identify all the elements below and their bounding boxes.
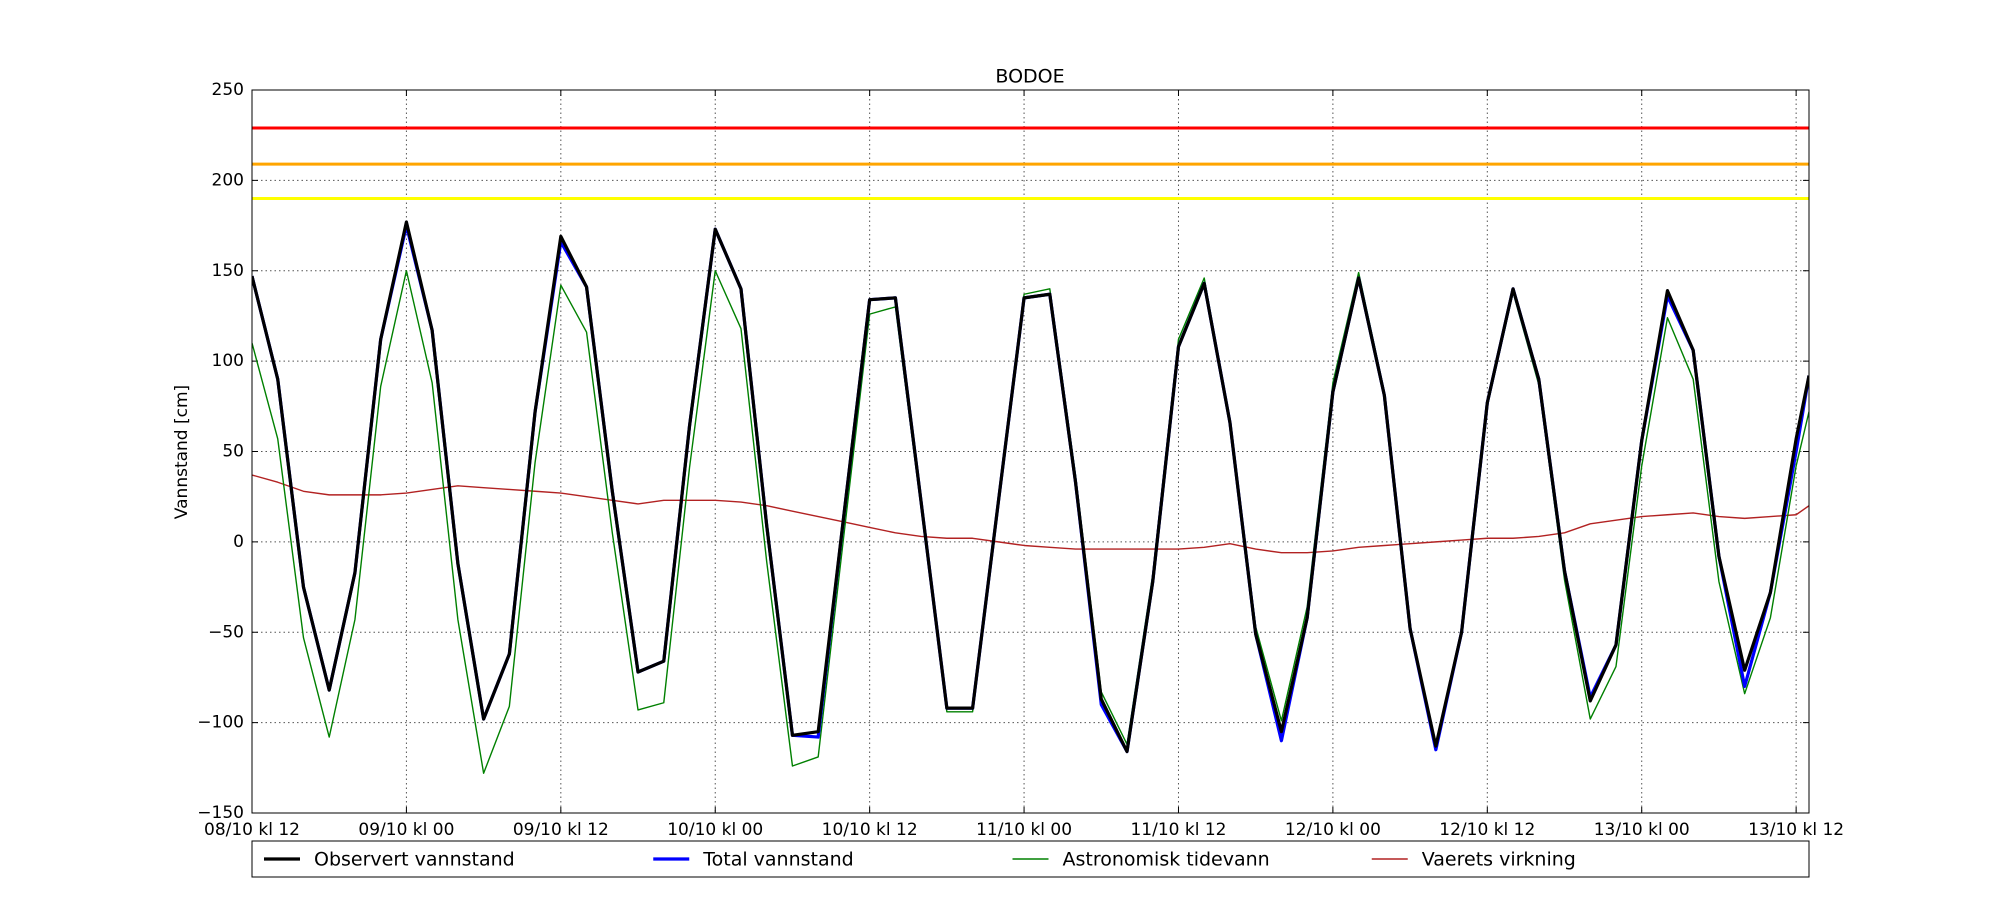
y-tick-label: −150 xyxy=(197,803,244,823)
y-tick-label: 50 xyxy=(222,442,244,462)
legend-label: Observert vannstand xyxy=(314,849,515,871)
x-tick-label: 11/10 kl 12 xyxy=(1130,820,1226,840)
x-tick-label: 12/10 kl 12 xyxy=(1439,820,1535,840)
y-tick-label: 100 xyxy=(212,351,244,371)
x-tick-label: 08/10 kl 12 xyxy=(204,820,300,840)
y-tick-label: −50 xyxy=(208,622,244,642)
x-tick-label: 12/10 kl 00 xyxy=(1285,820,1381,840)
y-tick-label: 200 xyxy=(212,170,244,190)
x-tick-label: 10/10 kl 00 xyxy=(667,820,763,840)
x-tick-label: 09/10 kl 00 xyxy=(358,820,454,840)
legend-label: Vaerets virkning xyxy=(1422,849,1576,871)
series-line xyxy=(252,270,1809,774)
x-tick-label: 13/10 kl 00 xyxy=(1594,820,1690,840)
x-tick-label: 09/10 kl 12 xyxy=(513,820,609,840)
y-axis-label: Vannstand [cm] xyxy=(172,385,192,519)
y-tick-label: 250 xyxy=(212,80,244,100)
legend-label: Total vannstand xyxy=(702,849,853,871)
x-tick-label: 10/10 kl 12 xyxy=(822,820,918,840)
series-line xyxy=(252,474,1809,554)
y-tick-label: −100 xyxy=(197,713,244,733)
plot-area xyxy=(252,126,1809,774)
legend-label: Astronomisk tidevann xyxy=(1063,849,1270,871)
y-tick-label: 0 xyxy=(233,532,244,552)
y-tick-label: 150 xyxy=(212,261,244,281)
plot-frame xyxy=(251,89,1810,814)
chart-title: BODOE xyxy=(995,66,1064,88)
series-line xyxy=(252,223,1809,754)
series-line xyxy=(252,220,1809,754)
x-tick-label: 11/10 kl 00 xyxy=(976,820,1072,840)
x-tick-label: 13/10 kl 12 xyxy=(1748,820,1844,840)
